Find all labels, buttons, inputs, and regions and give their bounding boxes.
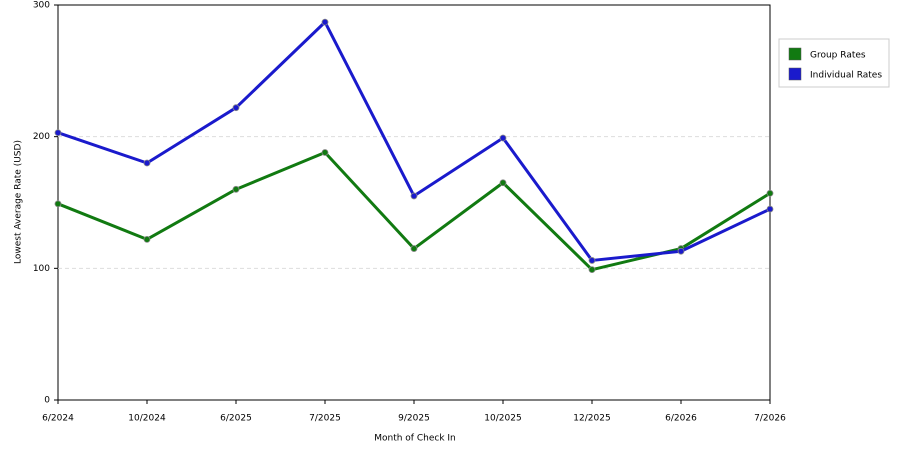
y-tick-label: 200: [33, 132, 50, 142]
x-tick-label: 9/2025: [398, 414, 430, 424]
data-point: [321, 149, 329, 156]
data-point: [588, 257, 596, 264]
x-tick-label: 6/2024: [42, 414, 74, 424]
data-point: [321, 18, 329, 26]
x-tick-label: 7/2026: [754, 414, 786, 424]
data-point: [499, 179, 507, 187]
data-point: [499, 134, 507, 142]
legend-swatch: [788, 47, 802, 61]
x-tick-label: 6/2026: [665, 414, 697, 424]
legend-label: Individual Rates: [810, 71, 882, 81]
legend-swatch: [788, 67, 802, 81]
data-point: [588, 266, 596, 274]
data-point: [410, 192, 418, 200]
data-point: [232, 104, 240, 112]
legend-label: Group Rates: [810, 51, 866, 61]
plot-area: [57, 4, 771, 401]
data-point: [766, 189, 774, 197]
data-point: [143, 159, 151, 167]
x-tick-label: 10/2025: [484, 414, 521, 424]
x-tick-label: 10/2024: [128, 414, 166, 424]
data-point: [766, 205, 774, 213]
y-tick-label: 0: [44, 396, 50, 406]
x-tick-label: 6/2025: [220, 414, 252, 424]
data-point: [677, 247, 685, 255]
data-point: [54, 129, 62, 137]
data-point: [232, 185, 240, 193]
x-tick-label: 7/2025: [309, 414, 341, 424]
series-line: [57, 20, 771, 262]
data-point: [410, 245, 418, 252]
x-tick-label: 12/2025: [573, 414, 610, 424]
data-point: [54, 200, 62, 208]
y-axis-label: Lowest Average Rate (USD): [14, 140, 24, 264]
x-axis-label: Month of Check In: [374, 434, 456, 444]
y-tick-label: 300: [33, 1, 50, 11]
data-point: [143, 235, 151, 243]
y-tick-label: 100: [33, 264, 50, 274]
